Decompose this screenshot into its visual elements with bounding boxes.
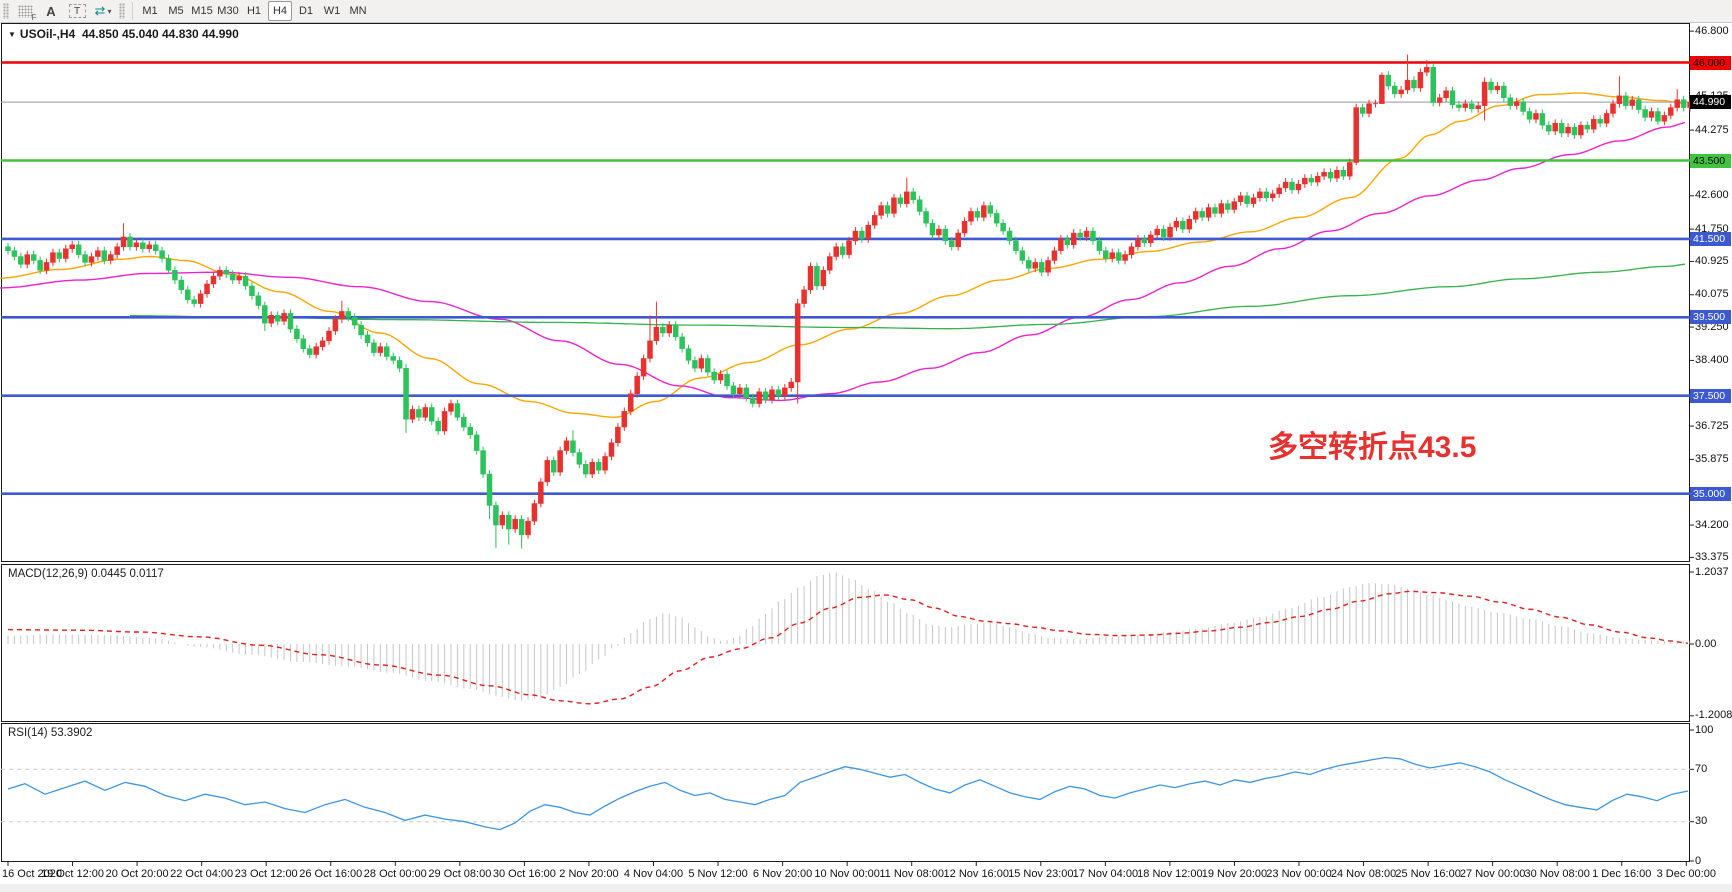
time-label-9: 2 Nov 20:00 bbox=[559, 868, 619, 880]
timeframe-button-MN[interactable]: MN bbox=[349, 5, 367, 17]
time-label-22: 25 Nov 16:00 bbox=[1395, 868, 1461, 880]
price-tick-36.725: 36.725 bbox=[1695, 419, 1729, 432]
time-label-8: 30 Oct 16:00 bbox=[492, 868, 556, 880]
chart-canvas[interactable] bbox=[0, 23, 1732, 892]
time-label-5: 26 Oct 16:00 bbox=[299, 868, 363, 880]
timeframe-button-W1[interactable]: W1 bbox=[323, 5, 341, 17]
rsi-label: RSI(14) 53.3902 bbox=[8, 727, 93, 739]
time-label-10: 4 Nov 04:00 bbox=[623, 868, 684, 880]
price-level-label-39.500: 39.500 bbox=[1690, 310, 1731, 325]
rsi-tick-70: 70 bbox=[1695, 762, 1708, 775]
ma-fast-orange bbox=[0, 92, 1686, 419]
bottom-strip bbox=[0, 884, 1732, 892]
macd-tick-1.2037: 1.2037 bbox=[1695, 565, 1729, 578]
time-label-18: 18 Nov 12:00 bbox=[1137, 868, 1203, 880]
time-label-6: 28 Oct 00:00 bbox=[363, 868, 427, 880]
time-label-2: 20 Oct 20:00 bbox=[105, 868, 169, 880]
timeframe-button-M30[interactable]: M30 bbox=[217, 5, 239, 17]
timeframe-button-H4[interactable]: H4 bbox=[268, 1, 292, 21]
price-level-label-35.000: 35.000 bbox=[1690, 486, 1731, 501]
time-label-12: 6 Nov 20:00 bbox=[752, 868, 813, 880]
time-label-17: 17 Nov 04:00 bbox=[1072, 868, 1139, 880]
chevron-down-icon: ▼ bbox=[8, 30, 16, 39]
macd-tick--1.2008: -1.2008 bbox=[1695, 709, 1732, 722]
time-label-7: 29 Oct 08:00 bbox=[428, 868, 492, 880]
timeframe-button-M15[interactable]: M15 bbox=[191, 5, 213, 17]
macd-plot bbox=[7, 572, 1691, 705]
ma-mid-magenta bbox=[0, 121, 1686, 402]
time-ticks bbox=[7, 862, 1687, 866]
price-tick-41.750: 41.750 bbox=[1695, 222, 1729, 235]
chart-annotation-text[interactable]: 多空转折点43.5 bbox=[1268, 431, 1477, 464]
time-label-23: 27 Nov 00:00 bbox=[1459, 868, 1526, 880]
chart-root: ▼ USOil-,H4 44.850 45.040 44.830 44.990 M… bbox=[0, 23, 1732, 892]
price-level-label-44.990: 44.990 bbox=[1690, 95, 1731, 110]
price-tick-40.075: 40.075 bbox=[1695, 288, 1729, 301]
rsi-tick-0: 0 bbox=[1695, 854, 1702, 867]
ma-slow-green bbox=[130, 263, 1686, 330]
candles-layer bbox=[5, 54, 1693, 549]
rsi-line bbox=[7, 756, 1689, 831]
toolbar-grip[interactable] bbox=[3, 3, 9, 19]
font-button[interactable]: A bbox=[39, 1, 63, 21]
grid-f-icon: F bbox=[17, 4, 37, 22]
chevron-down-icon: ▾ bbox=[107, 6, 112, 16]
macd-tick-0.00: 0.00 bbox=[1695, 637, 1717, 650]
price-level-label-46.000: 46.000 bbox=[1690, 55, 1731, 70]
time-label-24: 30 Nov 08:00 bbox=[1524, 868, 1590, 880]
time-label-20: 23 Nov 00:00 bbox=[1266, 868, 1332, 880]
symbol-timeframe: USOil-,H4 bbox=[19, 27, 76, 41]
ohlc-values: 44.850 45.040 44.830 44.990 bbox=[81, 27, 239, 41]
text-label-button[interactable]: T bbox=[65, 1, 89, 21]
time-label-26: 3 Dec 00:00 bbox=[1656, 868, 1716, 880]
time-label-19: 19 Nov 20:00 bbox=[1201, 868, 1268, 880]
toolbar-grip[interactable] bbox=[119, 3, 125, 19]
price-tick-42.600: 42.600 bbox=[1695, 189, 1729, 202]
price-tick-38.400: 38.400 bbox=[1695, 353, 1729, 366]
price-level-label-41.500: 41.500 bbox=[1690, 231, 1731, 246]
time-label-11: 5 Nov 12:00 bbox=[688, 868, 748, 880]
price-tick-33.375: 33.375 bbox=[1695, 550, 1729, 563]
macd-label: MACD(12,26,9) 0.0445 0.0117 bbox=[8, 568, 164, 580]
price-tick-44.275: 44.275 bbox=[1695, 123, 1729, 136]
timeframe-button-D1[interactable]: D1 bbox=[298, 5, 314, 17]
time-label-14: 11 Nov 08:00 bbox=[879, 868, 944, 880]
timeframe-button-M5[interactable]: M5 bbox=[168, 5, 184, 17]
time-label-13: 10 Nov 00:00 bbox=[814, 868, 880, 880]
indicator-grid-button[interactable]: F bbox=[13, 1, 37, 22]
drawing-tools-button[interactable]: ⇄ ▾ bbox=[91, 1, 115, 21]
price-tick-40.925: 40.925 bbox=[1695, 254, 1729, 267]
timeframe-button-M1[interactable]: M1 bbox=[142, 5, 158, 17]
rsi-tick-30: 30 bbox=[1695, 815, 1708, 828]
moving-averages bbox=[0, 92, 1686, 419]
text-box-icon: T bbox=[68, 4, 86, 18]
time-label-21: 24 Nov 08:00 bbox=[1330, 868, 1397, 880]
arrows-icon: ⇄ bbox=[94, 3, 106, 18]
macd-panel[interactable] bbox=[1, 564, 1690, 722]
price-tick-35.875: 35.875 bbox=[1695, 452, 1729, 465]
price-tick-46.800: 46.800 bbox=[1695, 24, 1729, 37]
rsi-panel[interactable] bbox=[1, 723, 1690, 862]
rsi-tick-100: 100 bbox=[1695, 723, 1714, 736]
time-label-4: 23 Oct 12:00 bbox=[234, 868, 298, 880]
time-label-3: 22 Oct 04:00 bbox=[170, 868, 234, 880]
font-a-icon: A bbox=[46, 3, 56, 19]
timeframe-button-group: M1 M5 M15 M30 H1 H4 D1 W1 MN bbox=[137, 1, 371, 21]
level-lines bbox=[1, 61, 1690, 496]
time-label-0: 16 Oct 2020 bbox=[2, 868, 62, 880]
time-label-16: 15 Nov 23:00 bbox=[1008, 868, 1074, 880]
toolbar-separator bbox=[132, 2, 133, 20]
chart-title[interactable]: ▼ USOil-,H4 44.850 45.040 44.830 44.990 bbox=[8, 27, 239, 41]
rsi-plot bbox=[1, 756, 1690, 831]
price-level-label-37.500: 37.500 bbox=[1690, 388, 1731, 403]
toolbar: F A T ⇄ ▾ M1 M5 M15 M30 H1 H4 D1 W1 MN bbox=[0, 0, 1732, 23]
macd-signal-line bbox=[7, 590, 1689, 705]
timeframe-button-H1[interactable]: H1 bbox=[246, 5, 262, 17]
price-tick-34.200: 34.200 bbox=[1695, 518, 1729, 531]
time-label-15: 12 Nov 16:00 bbox=[943, 868, 1009, 880]
time-label-25: 1 Dec 16:00 bbox=[1592, 868, 1652, 880]
price-level-label-43.500: 43.500 bbox=[1690, 153, 1731, 168]
time-label-1: 19 Oct 12:00 bbox=[41, 868, 105, 880]
